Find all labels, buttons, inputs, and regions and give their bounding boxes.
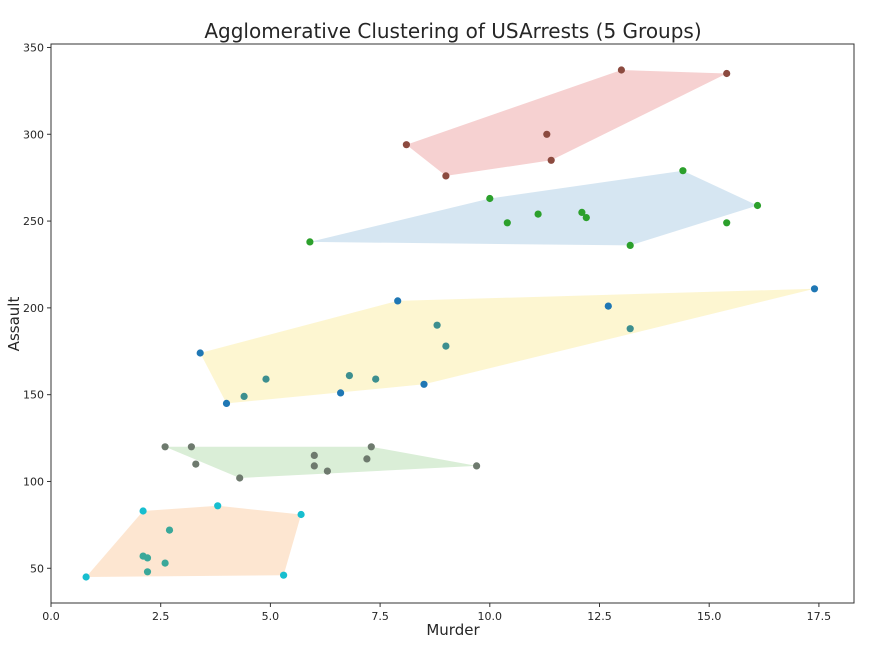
data-point-7-2 — [143, 554, 152, 562]
y-tick-label: 300 — [23, 128, 44, 141]
data-point-2-8 — [679, 167, 687, 175]
x-tick-label: 5.0 — [262, 610, 280, 623]
data-point-2-4 — [534, 210, 542, 218]
data-point-5-2 — [187, 443, 195, 451]
plot-frame — [50, 43, 855, 604]
cluster-hull-4 — [165, 446, 477, 478]
data-point-5-4 — [236, 474, 244, 482]
chart-title: Agglomerative Clustering of USArrests (5… — [204, 19, 701, 43]
x-tick-label: 17.5 — [807, 610, 832, 623]
data-point-1-1 — [402, 141, 410, 149]
data-point-2-10 — [753, 201, 762, 210]
data-point-6-5 — [297, 510, 305, 519]
data-point-4-3 — [345, 372, 353, 380]
data-point-4-4 — [372, 375, 380, 383]
data-point-2-3 — [503, 219, 511, 227]
data-point-7-3 — [143, 568, 152, 576]
y-tick-label: 250 — [23, 215, 44, 228]
data-point-5-6 — [310, 462, 318, 470]
data-point-6-1 — [82, 573, 90, 581]
data-point-6-2 — [139, 507, 147, 515]
data-point-6-3 — [214, 502, 222, 510]
y-tick-label: 350 — [23, 41, 44, 54]
data-point-1-3 — [543, 130, 551, 138]
y-axis-label: Assault — [5, 297, 23, 352]
data-point-2-7 — [626, 241, 634, 249]
cluster-hull-2 — [309, 170, 758, 246]
y-tick-label: 200 — [23, 302, 44, 315]
data-point-4-5 — [433, 321, 441, 329]
x-axis-label: Murder — [426, 621, 480, 639]
x-tick-label: 15.0 — [697, 610, 722, 623]
cluster-hulls — [86, 70, 815, 577]
cluster-hull-3 — [200, 288, 815, 404]
data-point-6-4 — [280, 571, 288, 579]
data-point-1-6 — [723, 69, 731, 78]
data-point-2-5 — [578, 208, 586, 216]
data-point-5-7 — [323, 467, 331, 475]
data-point-1-5 — [617, 66, 626, 74]
data-point-5-5 — [310, 451, 318, 459]
data-point-4-6 — [442, 342, 450, 350]
data-point-7-4 — [161, 559, 169, 567]
data-point-3-6 — [604, 302, 612, 310]
data-point-2-6 — [582, 214, 590, 222]
data-point-2-1 — [306, 238, 314, 246]
x-axis-ticks: 0.0 2.5 5.0 7.5 10.0 12.5 15.0 17.5 — [42, 603, 831, 623]
y-tick-label: 100 — [23, 475, 44, 488]
data-point-5-9 — [367, 443, 375, 451]
data-point-4-2 — [262, 375, 270, 383]
x-tick-label: 2.5 — [152, 610, 170, 623]
data-point-5-10 — [473, 462, 481, 470]
data-points — [82, 66, 819, 581]
data-point-3-1 — [196, 349, 204, 357]
data-point-2-9 — [723, 219, 731, 227]
data-point-5-1 — [161, 443, 169, 451]
data-point-2-2 — [486, 194, 494, 203]
data-point-4-7 — [626, 325, 634, 333]
data-point-4-1 — [240, 392, 248, 400]
data-point-3-7 — [810, 285, 819, 293]
data-point-1-2 — [442, 172, 450, 180]
data-point-5-8 — [363, 455, 371, 463]
y-tick-label: 150 — [23, 389, 44, 402]
x-tick-label: 7.5 — [371, 610, 389, 623]
data-point-1-4 — [547, 156, 555, 164]
data-point-3-5 — [420, 380, 428, 388]
x-tick-label: 0.0 — [42, 610, 60, 623]
x-tick-label: 12.5 — [587, 610, 612, 623]
cluster-hull-1 — [406, 70, 727, 176]
data-point-5-3 — [192, 460, 200, 468]
data-point-3-2 — [222, 399, 231, 407]
y-tick-label: 50 — [30, 562, 44, 575]
data-point-7-5 — [165, 526, 174, 534]
data-point-3-3 — [337, 389, 345, 397]
cluster-hull-5 — [86, 505, 302, 577]
data-point-3-4 — [394, 297, 402, 305]
y-axis-ticks: 50 100 150 200 250 300 350 — [23, 41, 51, 575]
x-tick-label: 10.0 — [478, 610, 503, 623]
